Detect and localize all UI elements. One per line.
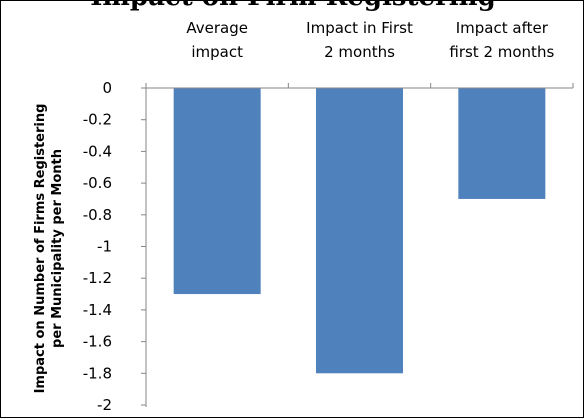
y-tick-label: -1.2 xyxy=(83,269,112,287)
chart-title: Impact on Firm Registering xyxy=(1,1,583,12)
y-tick-label: -0.8 xyxy=(83,206,112,224)
category-label: 2 months xyxy=(324,43,395,61)
category-label: Impact after xyxy=(456,19,549,37)
y-tick-label: -1.4 xyxy=(83,301,112,319)
category-labels: Average impact Impact in First 2 months Impa… xyxy=(186,19,554,61)
y-tick-label: -2 xyxy=(97,396,112,414)
y-tick-label: -0.4 xyxy=(83,142,112,160)
category-label: Impact in First xyxy=(306,19,413,37)
category-label: impact xyxy=(191,43,243,61)
bar xyxy=(458,88,546,199)
category-label: Average xyxy=(186,19,248,37)
y-tick-label: -0.6 xyxy=(83,174,112,192)
bars xyxy=(173,88,546,374)
y-axis-title: Impact on Number of Firms Registering per… xyxy=(33,104,65,394)
bar xyxy=(173,88,261,295)
y-axis-title-line: Impact on Number of Firms Registering xyxy=(33,104,48,394)
y-tick-label: -0.2 xyxy=(83,111,112,129)
y-tick-label: -1.6 xyxy=(83,333,112,351)
y-tick-label: -1 xyxy=(97,238,112,256)
bar xyxy=(316,88,403,374)
y-tick-label: 0 xyxy=(102,79,112,97)
category-label: first 2 months xyxy=(449,43,554,61)
y-axis-title-line: per Municipality per Month xyxy=(50,149,65,348)
y-axis-ticks: 0 -0.2 -0.4 -0.6 -0.8 -1 -1.2 -1.4 -1.6 -1.8 -2 xyxy=(83,79,146,414)
y-tick-label: -1.8 xyxy=(83,364,112,382)
x-axis-ticks xyxy=(145,83,574,88)
